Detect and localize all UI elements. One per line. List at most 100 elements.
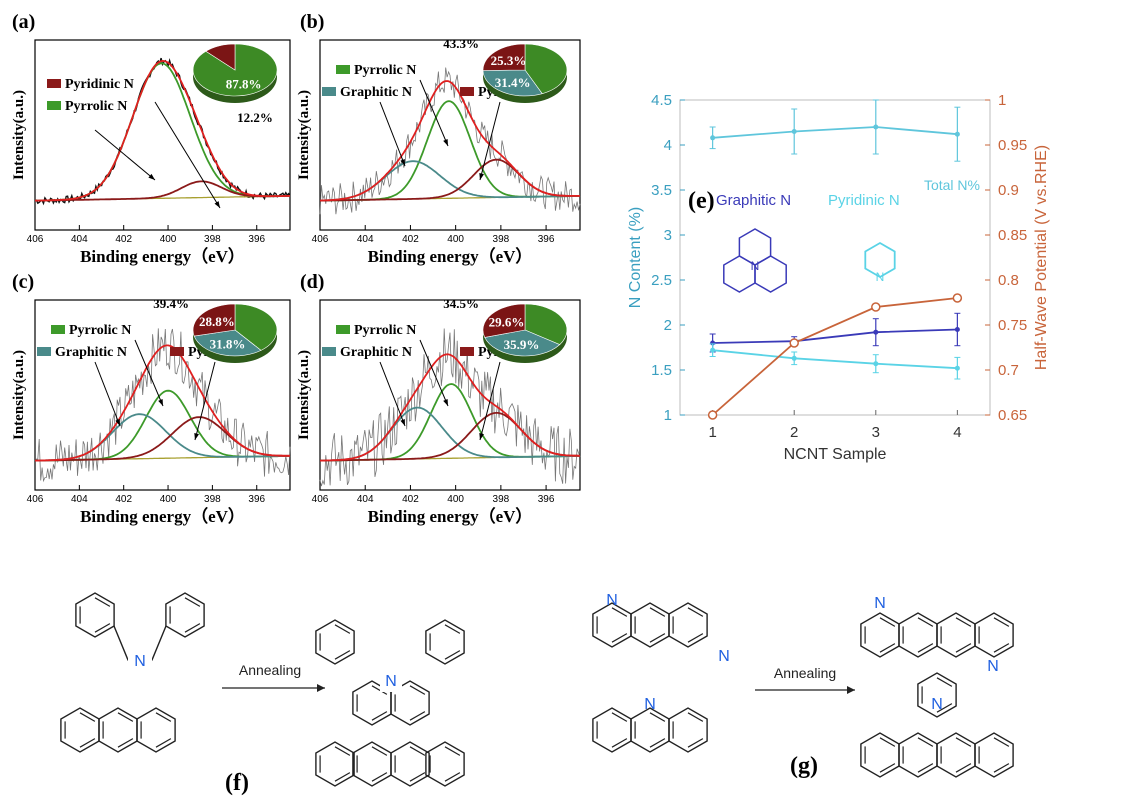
pie-slice (482, 69, 543, 97)
x-axis-label: Binding energy（eV） (368, 506, 533, 526)
anthracene-ring-double-bond (79, 712, 96, 722)
x-axis-label: NCNT Sample (784, 446, 887, 463)
legend-swatch (322, 347, 336, 356)
product-f-ring-double-bond (334, 650, 351, 660)
product-f-ring-double-bond (444, 624, 461, 634)
x-tick-label: 406 (27, 494, 44, 505)
y2-tick-label: 0.8 (998, 272, 1019, 289)
arrow-head (400, 419, 405, 426)
acridine-ring (592, 707, 632, 753)
nitrogen-atom: N (987, 658, 999, 675)
annotation-arrow (154, 101, 221, 209)
product-f-ring (352, 741, 392, 787)
product-f-ring-double-bond (371, 685, 388, 695)
product-g-ring (936, 732, 976, 778)
product-f-ring-double-bond (444, 746, 461, 756)
diazaanthracene-ring-double-bond (687, 633, 704, 643)
product-f-ring-double-bond (444, 772, 461, 782)
product-g-ring-double-bond (879, 763, 896, 773)
carbazole-ring-double-bond (94, 623, 111, 633)
nitrogen-atom: N (134, 653, 146, 670)
acridine-ring-double-bond (687, 712, 704, 722)
carbazole-ring-double-bond (184, 623, 201, 633)
product-f-ring-double-bond (409, 685, 426, 695)
product-g-ring (917, 672, 957, 718)
diazaanthracene-ring-double-bond (611, 633, 628, 643)
anthracene-ring-double-bond (155, 738, 172, 748)
arrow-head (400, 159, 405, 166)
legend-label: Pyrrolic N (354, 323, 416, 338)
product-f-ring-double-bond (409, 746, 426, 756)
carbazole-ring (75, 592, 115, 638)
pie-label: 34.5% (443, 296, 479, 311)
legend-label: Pyridinic N (65, 77, 134, 92)
raw-spectrum (319, 328, 581, 487)
panel-f-reaction: N Annealing N (f) (60, 592, 465, 796)
pie-label: 31.4% (495, 75, 531, 90)
product-g-ring (898, 732, 938, 778)
x-tick-label: 400 (447, 234, 464, 245)
pie-slice (482, 303, 526, 338)
arrow-head (479, 433, 484, 440)
x-axis-label: Binding energy（eV） (80, 246, 245, 266)
x-tick-label: 402 (115, 494, 132, 505)
x-tick-label: 2 (790, 424, 798, 441)
x-tick-label: 404 (71, 234, 88, 245)
legend-swatch (170, 347, 184, 356)
data-point (791, 129, 797, 134)
product-f-ring (315, 619, 355, 665)
y2-tick-label: 0.75 (998, 317, 1027, 334)
pie-slice (484, 329, 561, 357)
legend-swatch (322, 87, 336, 96)
x-tick-label: 396 (248, 494, 265, 505)
y-tick-label: 2 (664, 317, 672, 334)
diazaanthracene-ring-double-bond (649, 607, 666, 617)
pie-label: 43.3% (443, 36, 479, 51)
pie-label: 35.9% (504, 337, 540, 352)
annotation-arrow (134, 339, 164, 407)
arrow-head (115, 419, 120, 426)
x-tick-label: 4 (953, 424, 961, 441)
graphitic-n-atom: N (751, 259, 760, 273)
pyridine-ring-icon (864, 241, 896, 279)
y-tick-label: 3.5 (651, 182, 672, 199)
x-tick-label: 404 (357, 234, 374, 245)
annotation-arrow (194, 361, 216, 441)
pie-label: 39.4% (153, 296, 189, 311)
legend-label: Graphitic N (55, 345, 127, 360)
x-axis-label: Binding energy（eV） (80, 506, 245, 526)
arrow-head (194, 433, 199, 440)
raw-spectrum (319, 67, 581, 215)
data-point (789, 338, 799, 348)
data-point (954, 327, 960, 332)
pyridinic-n-atom: N (876, 270, 885, 284)
data-point (873, 124, 879, 130)
peak-pyrrolic-n (320, 383, 581, 462)
data-point (954, 131, 960, 137)
x-tick-label: 402 (402, 494, 419, 505)
series-line (712, 328, 958, 344)
y-axis-label: Intensity(a.u.) (11, 350, 27, 440)
nitrogen-atom: N (606, 592, 618, 609)
legend-label: Pyrrolic N (354, 63, 416, 78)
diazaanthracene-ring-double-bond (611, 607, 628, 617)
acridine-ring-double-bond (611, 738, 628, 748)
legend-swatch (37, 347, 51, 356)
acridine-ring-double-bond (649, 738, 666, 748)
product-f-ring-double-bond (444, 650, 461, 660)
x-tick-label: 404 (357, 494, 374, 505)
anthracene-ring-double-bond (79, 738, 96, 748)
y2-tick-label: 0.85 (998, 227, 1027, 244)
anthracene-ring-double-bond (117, 712, 134, 722)
product-f-ring-double-bond (371, 711, 388, 721)
annotation-arrow (379, 361, 406, 427)
peak-pyridinic-n (35, 180, 291, 202)
x-tick-label: 400 (160, 234, 177, 245)
fit-envelope (35, 344, 290, 462)
plot-frame (34, 39, 291, 231)
xps-panel-b: (b) 406 404 402 400 398 396 Binding energy（eV） I… (296, 11, 581, 266)
plot-frame (34, 299, 291, 491)
arrow-head (158, 399, 163, 406)
product-g-ring-double-bond (993, 617, 1010, 627)
